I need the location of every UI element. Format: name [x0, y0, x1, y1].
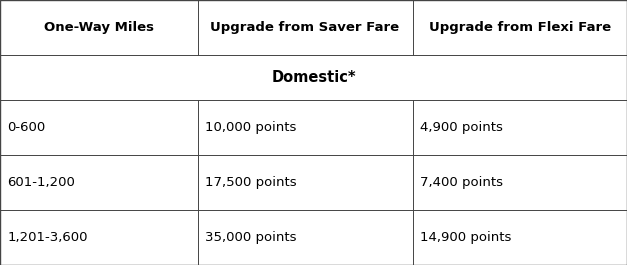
Text: 17,500 points: 17,500 points	[205, 176, 297, 189]
Text: 10,000 points: 10,000 points	[205, 121, 297, 134]
Text: 14,900 points: 14,900 points	[420, 231, 512, 244]
Text: Upgrade from Saver Fare: Upgrade from Saver Fare	[211, 21, 399, 34]
Text: 7,400 points: 7,400 points	[420, 176, 503, 189]
Text: 35,000 points: 35,000 points	[205, 231, 297, 244]
Text: 0-600: 0-600	[8, 121, 46, 134]
Text: Domestic*: Domestic*	[271, 70, 356, 85]
Text: 4,900 points: 4,900 points	[420, 121, 503, 134]
Text: 1,201-3,600: 1,201-3,600	[8, 231, 88, 244]
Text: One-Way Miles: One-Way Miles	[44, 21, 154, 34]
Text: Upgrade from Flexi Fare: Upgrade from Flexi Fare	[429, 21, 611, 34]
Text: 601-1,200: 601-1,200	[8, 176, 75, 189]
